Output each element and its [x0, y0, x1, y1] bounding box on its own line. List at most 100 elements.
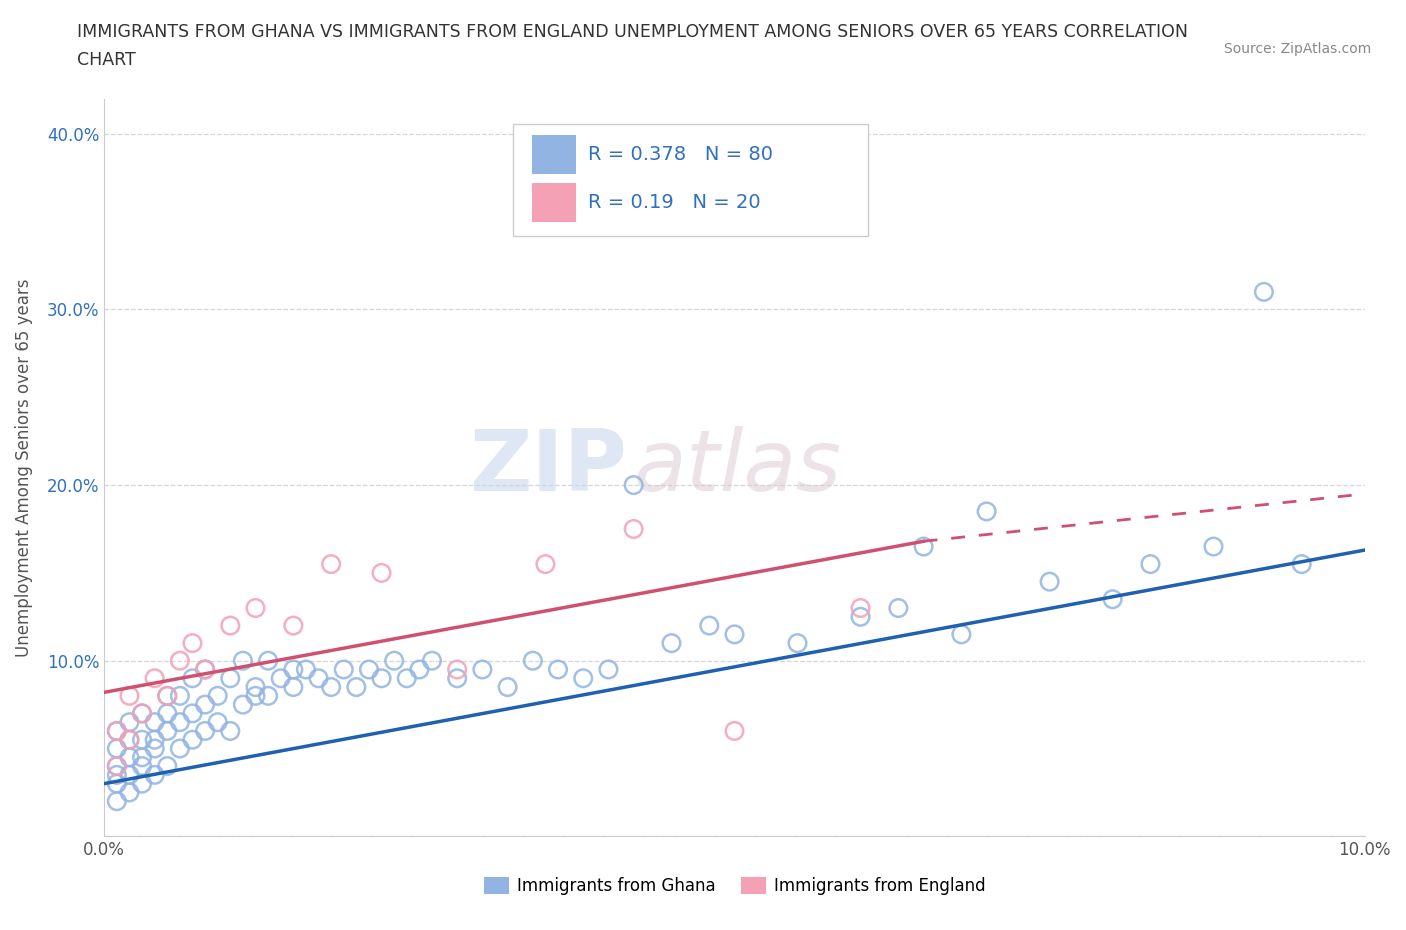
Text: R = 0.19   N = 20: R = 0.19 N = 20 — [588, 193, 761, 212]
Point — [950, 627, 973, 642]
Point — [118, 732, 141, 747]
Point — [786, 636, 808, 651]
Point — [332, 662, 354, 677]
Point — [105, 724, 128, 738]
Point — [357, 662, 380, 677]
Point — [105, 777, 128, 791]
Point — [105, 794, 128, 809]
Point — [1101, 591, 1123, 606]
Point — [887, 601, 910, 616]
Point — [131, 732, 153, 747]
Point — [156, 688, 179, 703]
Point — [131, 759, 153, 774]
Point — [194, 724, 217, 738]
Text: Source: ZipAtlas.com: Source: ZipAtlas.com — [1223, 42, 1371, 56]
Point — [156, 706, 179, 721]
Point — [169, 653, 191, 668]
Point — [118, 732, 141, 747]
Point — [118, 688, 141, 703]
Point — [232, 698, 254, 712]
Text: IMMIGRANTS FROM GHANA VS IMMIGRANTS FROM ENGLAND UNEMPLOYMENT AMONG SENIORS OVER: IMMIGRANTS FROM GHANA VS IMMIGRANTS FROM… — [77, 23, 1188, 41]
Point — [245, 688, 267, 703]
Point — [105, 759, 128, 774]
Y-axis label: Unemployment Among Seniors over 65 years: Unemployment Among Seniors over 65 years — [15, 278, 32, 657]
Point — [283, 662, 305, 677]
Point — [496, 680, 519, 695]
Point — [143, 741, 166, 756]
Point — [181, 636, 204, 651]
Point — [131, 750, 153, 764]
Point — [270, 671, 292, 685]
Point — [118, 715, 141, 730]
Point — [283, 680, 305, 695]
Point — [181, 671, 204, 685]
Point — [194, 662, 217, 677]
Point — [283, 618, 305, 633]
Point — [534, 557, 557, 572]
Point — [370, 565, 392, 580]
Point — [382, 653, 405, 668]
Point — [420, 653, 443, 668]
Point — [257, 688, 280, 703]
Point — [219, 671, 242, 685]
Point — [723, 627, 745, 642]
Point — [245, 680, 267, 695]
Point — [623, 478, 645, 493]
Point — [471, 662, 494, 677]
Point — [105, 741, 128, 756]
Legend: Immigrants from Ghana, Immigrants from England: Immigrants from Ghana, Immigrants from E… — [477, 870, 993, 902]
Point — [321, 557, 343, 572]
Point — [194, 662, 217, 677]
Point — [143, 732, 166, 747]
Point — [1139, 557, 1161, 572]
Point — [446, 662, 468, 677]
Point — [623, 522, 645, 537]
Point — [156, 724, 179, 738]
Point — [572, 671, 595, 685]
Point — [105, 759, 128, 774]
Point — [257, 653, 280, 668]
Text: R = 0.378   N = 80: R = 0.378 N = 80 — [588, 144, 773, 164]
Point — [321, 680, 343, 695]
Point — [446, 671, 468, 685]
Point — [1253, 285, 1275, 299]
Text: CHART: CHART — [77, 51, 136, 69]
Point — [1291, 557, 1313, 572]
Point — [143, 671, 166, 685]
Text: ZIP: ZIP — [470, 426, 627, 509]
Point — [245, 601, 267, 616]
Point — [219, 724, 242, 738]
Point — [849, 601, 872, 616]
Point — [143, 715, 166, 730]
Point — [156, 759, 179, 774]
Point — [131, 706, 153, 721]
Point — [194, 698, 217, 712]
Point — [976, 504, 998, 519]
Point — [181, 706, 204, 721]
Point — [219, 618, 242, 633]
Point — [408, 662, 430, 677]
Point — [156, 688, 179, 703]
Point — [118, 785, 141, 800]
Point — [598, 662, 620, 677]
Point — [308, 671, 330, 685]
Point — [912, 539, 935, 554]
Point — [105, 724, 128, 738]
Point — [169, 741, 191, 756]
Point — [131, 706, 153, 721]
Point — [395, 671, 418, 685]
Point — [370, 671, 392, 685]
Point — [169, 688, 191, 703]
Text: atlas: atlas — [634, 426, 842, 509]
Point — [207, 715, 229, 730]
Point — [522, 653, 544, 668]
Point — [344, 680, 367, 695]
Point — [1039, 574, 1062, 589]
Point — [207, 688, 229, 703]
Point — [118, 750, 141, 764]
Point — [1202, 539, 1225, 554]
Point — [547, 662, 569, 677]
Point — [295, 662, 318, 677]
Point — [118, 767, 141, 782]
Point — [697, 618, 720, 633]
